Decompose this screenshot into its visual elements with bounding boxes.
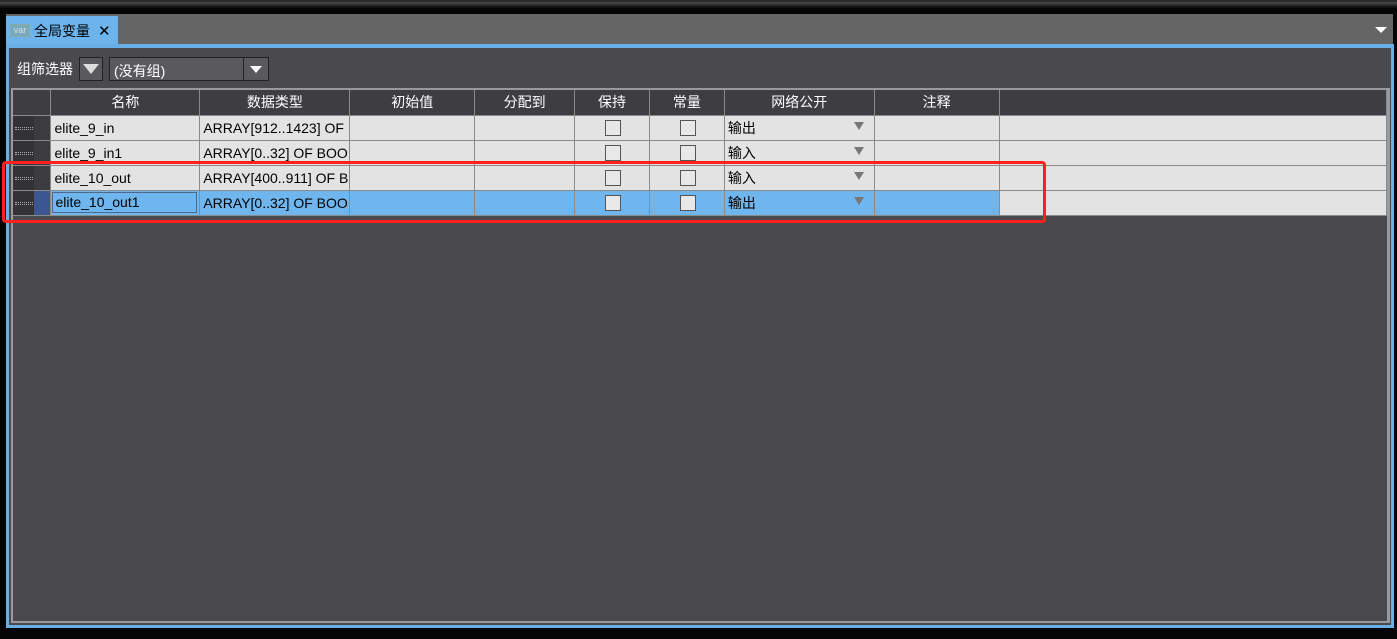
group-filter-label: 组筛选器 — [17, 61, 73, 77]
column-header-assign-to[interactable]: 分配到 — [474, 90, 576, 116]
filler-cell — [999, 190, 1387, 216]
name-cell[interactable]: elite_9_in1 — [50, 140, 201, 166]
group-select[interactable]: (没有组) — [109, 57, 269, 81]
group-select-value: (没有组) — [110, 58, 244, 80]
initial-value-cell[interactable] — [349, 165, 476, 191]
constant-checkbox[interactable] — [680, 144, 697, 161]
column-header-name[interactable]: 名称 — [50, 90, 201, 116]
retain-checkbox[interactable] — [605, 194, 622, 211]
network-publish-value: 输出 — [727, 194, 756, 211]
constant-cell — [649, 115, 725, 141]
select-all-corner[interactable] — [13, 90, 52, 116]
close-icon[interactable]: ✕ — [98, 22, 111, 40]
row-header[interactable] — [13, 165, 52, 191]
name-cell[interactable]: elite_10_out1 — [50, 190, 201, 216]
global-variables-panel: 组筛选器 (没有组) 名称 数据类型 初始值 分配到 保持 常量 网络公开 注释 elite_… — [6, 44, 1394, 628]
column-header-initial-value[interactable]: 初始值 — [349, 90, 476, 116]
comment-cell[interactable] — [874, 115, 1000, 141]
constant-cell — [649, 165, 725, 191]
table-row[interactable]: elite_9_in1 ARRAY[0..32] OF BOO 输入 — [13, 140, 1387, 166]
column-header-comment[interactable]: 注释 — [874, 90, 1000, 116]
dropdown-arrow-icon[interactable] — [853, 146, 864, 163]
column-header-network-publish[interactable]: 网络公开 — [724, 90, 875, 116]
name-text: elite_9_in — [54, 119, 115, 136]
table-row[interactable]: elite_9_in ARRAY[912..1423] OF 输出 — [13, 115, 1387, 141]
row-header[interactable] — [13, 140, 52, 166]
column-header-data-type[interactable]: 数据类型 — [199, 90, 351, 116]
row-header[interactable] — [13, 190, 52, 216]
retain-cell — [574, 115, 650, 141]
network-publish-cell[interactable]: 输入 — [724, 140, 875, 166]
network-publish-value: 输出 — [727, 119, 756, 136]
initial-value-cell[interactable] — [349, 190, 476, 216]
tab-title: 全局变量 — [34, 22, 90, 39]
network-publish-cell[interactable]: 输出 — [724, 115, 875, 141]
retain-checkbox[interactable] — [605, 144, 622, 161]
dropdown-arrow-icon[interactable] — [853, 196, 864, 213]
variable-table: 名称 数据类型 初始值 分配到 保持 常量 网络公开 注释 elite_9_in ARRAY[9… — [11, 88, 1390, 623]
data-type-cell[interactable]: ARRAY[0..32] OF BOO — [199, 190, 351, 216]
name-cell[interactable]: elite_10_out — [50, 165, 201, 191]
tab-bar: var 全局变量 ✕ — [6, 14, 1393, 45]
filler-cell — [999, 140, 1387, 166]
dropdown-arrow-icon[interactable] — [853, 121, 864, 138]
drag-handle-icon[interactable] — [15, 201, 33, 205]
assign-to-cell[interactable] — [474, 190, 576, 216]
var-icon: var — [10, 24, 30, 37]
column-header-constant[interactable]: 常量 — [649, 90, 725, 116]
constant-checkbox[interactable] — [680, 119, 697, 136]
network-publish-cell[interactable]: 输出 — [724, 190, 875, 216]
tab-global-variables[interactable]: var 全局变量 ✕ — [6, 16, 118, 45]
table-row[interactable]: elite_10_out ARRAY[400..911] OF B 输入 — [13, 165, 1387, 191]
initial-value-cell[interactable] — [349, 115, 476, 141]
constant-cell — [649, 190, 725, 216]
retain-checkbox[interactable] — [605, 119, 622, 136]
retain-cell — [574, 190, 650, 216]
column-header-filler — [999, 90, 1387, 116]
data-type-cell[interactable]: ARRAY[0..32] OF BOO — [199, 140, 351, 166]
drag-handle-icon[interactable] — [15, 151, 33, 155]
filter-button[interactable] — [79, 57, 103, 81]
tab-list-dropdown-icon[interactable] — [1375, 27, 1387, 33]
filler-cell — [999, 165, 1387, 191]
filler-cell — [999, 115, 1387, 141]
comment-cell[interactable] — [874, 190, 1000, 216]
name-text: elite_9_in1 — [54, 144, 123, 161]
row-header[interactable] — [13, 115, 52, 141]
column-header-retain[interactable]: 保持 — [574, 90, 650, 116]
dropdown-arrow-icon[interactable] — [853, 171, 864, 188]
drag-handle-icon[interactable] — [15, 176, 33, 180]
constant-checkbox[interactable] — [680, 194, 697, 211]
group-filter-bar: 组筛选器 (没有组) — [17, 57, 269, 81]
constant-checkbox[interactable] — [680, 169, 697, 186]
chevron-down-icon[interactable] — [244, 58, 268, 80]
initial-value-cell[interactable] — [349, 140, 476, 166]
top-stripe — [0, 0, 1397, 8]
assign-to-cell[interactable] — [474, 165, 576, 191]
assign-to-cell[interactable] — [474, 115, 576, 141]
comment-cell[interactable] — [874, 140, 1000, 166]
name-input[interactable]: elite_10_out1 — [52, 192, 198, 213]
name-cell[interactable]: elite_9_in — [50, 115, 201, 141]
retain-cell — [574, 165, 650, 191]
network-publish-cell[interactable]: 输入 — [724, 165, 875, 191]
retain-cell — [574, 140, 650, 166]
data-type-cell[interactable]: ARRAY[912..1423] OF — [199, 115, 351, 141]
assign-to-cell[interactable] — [474, 140, 576, 166]
data-type-cell[interactable]: ARRAY[400..911] OF B — [199, 165, 351, 191]
funnel-icon — [83, 64, 99, 74]
name-text: elite_10_out — [54, 169, 131, 186]
network-publish-value: 输入 — [727, 169, 756, 186]
comment-cell[interactable] — [874, 165, 1000, 191]
drag-handle-icon[interactable] — [15, 126, 33, 130]
network-publish-value: 输入 — [727, 144, 756, 161]
table-row[interactable]: elite_10_out1 ARRAY[0..32] OF BOO 输出 — [13, 190, 1387, 216]
retain-checkbox[interactable] — [605, 169, 622, 186]
constant-cell — [649, 140, 725, 166]
